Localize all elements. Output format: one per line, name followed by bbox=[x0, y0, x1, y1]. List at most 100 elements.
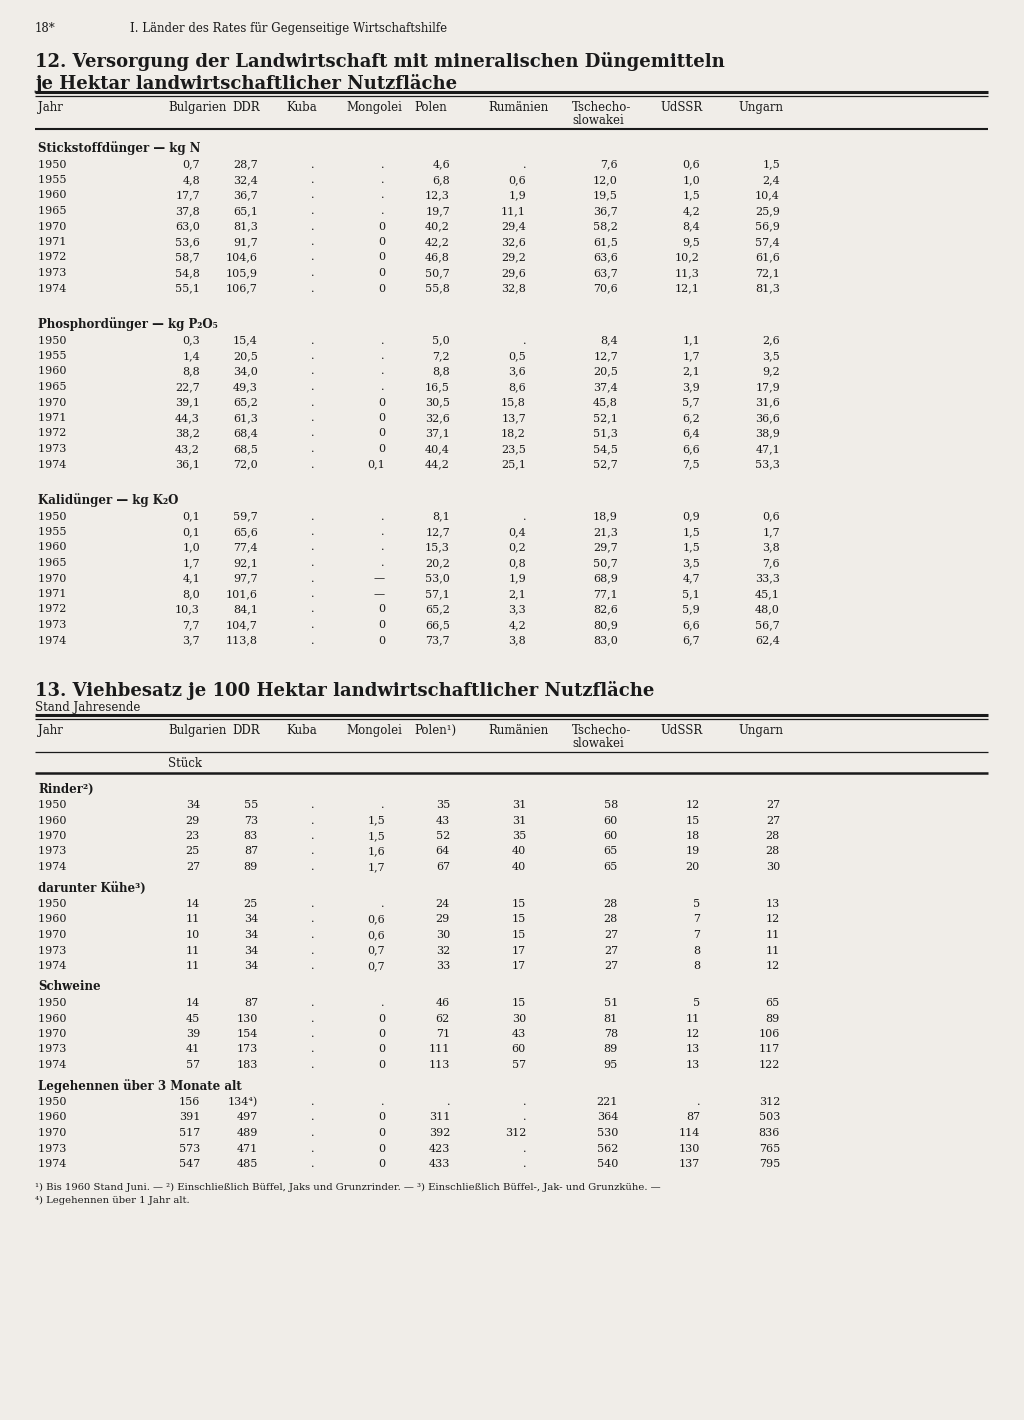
Text: 11: 11 bbox=[686, 1014, 700, 1024]
Text: 0,1: 0,1 bbox=[182, 511, 200, 521]
Text: 4,1: 4,1 bbox=[182, 574, 200, 584]
Text: .: . bbox=[311, 1112, 315, 1122]
Text: 62: 62 bbox=[436, 1014, 450, 1024]
Text: 87: 87 bbox=[244, 846, 258, 856]
Text: 14: 14 bbox=[185, 998, 200, 1008]
Text: 1972: 1972 bbox=[38, 429, 104, 439]
Text: 83: 83 bbox=[244, 831, 258, 841]
Text: 81: 81 bbox=[604, 1014, 618, 1024]
Text: Jahr: Jahr bbox=[38, 724, 62, 737]
Text: 15: 15 bbox=[512, 930, 526, 940]
Text: 54,8: 54,8 bbox=[175, 268, 200, 278]
Text: .: . bbox=[311, 846, 315, 856]
Text: .: . bbox=[311, 237, 315, 247]
Text: 1,9: 1,9 bbox=[508, 190, 526, 200]
Text: 29,2: 29,2 bbox=[501, 253, 526, 263]
Text: 0: 0 bbox=[378, 1014, 385, 1024]
Text: 392: 392 bbox=[429, 1127, 450, 1137]
Text: 28: 28 bbox=[766, 846, 780, 856]
Text: Ungarn: Ungarn bbox=[738, 724, 783, 737]
Text: .: . bbox=[311, 1045, 315, 1055]
Text: .: . bbox=[522, 159, 526, 169]
Text: 154: 154 bbox=[237, 1030, 258, 1039]
Text: 12,7: 12,7 bbox=[425, 527, 450, 537]
Text: 104,6: 104,6 bbox=[226, 253, 258, 263]
Text: 12,7: 12,7 bbox=[593, 351, 618, 361]
Text: 68,4: 68,4 bbox=[233, 429, 258, 439]
Text: 5,0: 5,0 bbox=[432, 335, 450, 345]
Text: 30: 30 bbox=[436, 930, 450, 940]
Text: .: . bbox=[311, 284, 315, 294]
Text: 1974: 1974 bbox=[38, 284, 104, 294]
Text: 1970: 1970 bbox=[38, 831, 104, 841]
Text: 82,6: 82,6 bbox=[593, 605, 618, 615]
Text: .: . bbox=[382, 366, 385, 376]
Text: Phosphordünger — kg P₂O₅: Phosphordünger — kg P₂O₅ bbox=[38, 317, 218, 331]
Text: 4,7: 4,7 bbox=[682, 574, 700, 584]
Text: 17,7: 17,7 bbox=[175, 190, 200, 200]
Text: 50,7: 50,7 bbox=[593, 558, 618, 568]
Text: 12: 12 bbox=[766, 961, 780, 971]
Text: 1960: 1960 bbox=[38, 815, 105, 825]
Text: 1973: 1973 bbox=[38, 846, 104, 856]
Text: 21,3: 21,3 bbox=[593, 527, 618, 537]
Text: 1,5: 1,5 bbox=[682, 190, 700, 200]
Text: 28: 28 bbox=[604, 899, 618, 909]
Text: 13: 13 bbox=[766, 899, 780, 909]
Text: 31: 31 bbox=[512, 815, 526, 825]
Text: 471: 471 bbox=[237, 1143, 258, 1153]
Text: 54,5: 54,5 bbox=[593, 444, 618, 454]
Text: 1965: 1965 bbox=[38, 206, 105, 216]
Text: 57: 57 bbox=[186, 1059, 200, 1071]
Text: 0: 0 bbox=[378, 1059, 385, 1071]
Text: 70,6: 70,6 bbox=[593, 284, 618, 294]
Text: 38,9: 38,9 bbox=[755, 429, 780, 439]
Text: 58: 58 bbox=[604, 799, 618, 809]
Text: 91,7: 91,7 bbox=[233, 237, 258, 247]
Text: 13: 13 bbox=[686, 1059, 700, 1071]
Text: 312: 312 bbox=[505, 1127, 526, 1137]
Text: 1965: 1965 bbox=[38, 558, 105, 568]
Text: Rumänien: Rumänien bbox=[488, 724, 548, 737]
Text: 2,6: 2,6 bbox=[762, 335, 780, 345]
Text: 312: 312 bbox=[759, 1098, 780, 1108]
Text: 52,1: 52,1 bbox=[593, 413, 618, 423]
Text: .: . bbox=[311, 542, 315, 552]
Text: 1973: 1973 bbox=[38, 268, 104, 278]
Text: 29,6: 29,6 bbox=[501, 268, 526, 278]
Text: .: . bbox=[311, 159, 315, 169]
Text: 503: 503 bbox=[759, 1112, 780, 1122]
Text: .: . bbox=[311, 382, 315, 392]
Text: 27: 27 bbox=[766, 799, 780, 809]
Text: 97,7: 97,7 bbox=[233, 574, 258, 584]
Text: .: . bbox=[311, 527, 315, 537]
Text: Tschecho-: Tschecho- bbox=[572, 724, 632, 737]
Text: .: . bbox=[382, 335, 385, 345]
Text: 32,6: 32,6 bbox=[425, 413, 450, 423]
Text: 34: 34 bbox=[244, 961, 258, 971]
Text: 8,6: 8,6 bbox=[508, 382, 526, 392]
Text: UdSSR: UdSSR bbox=[660, 101, 702, 114]
Text: 423: 423 bbox=[429, 1143, 450, 1153]
Text: .: . bbox=[522, 335, 526, 345]
Text: 24: 24 bbox=[436, 899, 450, 909]
Text: darunter Kühe³): darunter Kühe³) bbox=[38, 882, 145, 895]
Text: 1,5: 1,5 bbox=[682, 527, 700, 537]
Text: 101,6: 101,6 bbox=[226, 589, 258, 599]
Text: 38,2: 38,2 bbox=[175, 429, 200, 439]
Text: 11,1: 11,1 bbox=[501, 206, 526, 216]
Text: 1972: 1972 bbox=[38, 253, 104, 263]
Text: 56,9: 56,9 bbox=[755, 222, 780, 231]
Text: 0,6: 0,6 bbox=[508, 175, 526, 185]
Text: 19: 19 bbox=[686, 846, 700, 856]
Text: .: . bbox=[382, 558, 385, 568]
Text: 2,1: 2,1 bbox=[508, 589, 526, 599]
Text: 1960: 1960 bbox=[38, 1112, 105, 1122]
Text: 14: 14 bbox=[185, 899, 200, 909]
Text: —: — bbox=[374, 589, 385, 599]
Text: 113: 113 bbox=[429, 1059, 450, 1071]
Text: .: . bbox=[311, 636, 315, 646]
Text: .: . bbox=[382, 998, 385, 1008]
Text: 0,5: 0,5 bbox=[508, 351, 526, 361]
Text: 1,7: 1,7 bbox=[763, 527, 780, 537]
